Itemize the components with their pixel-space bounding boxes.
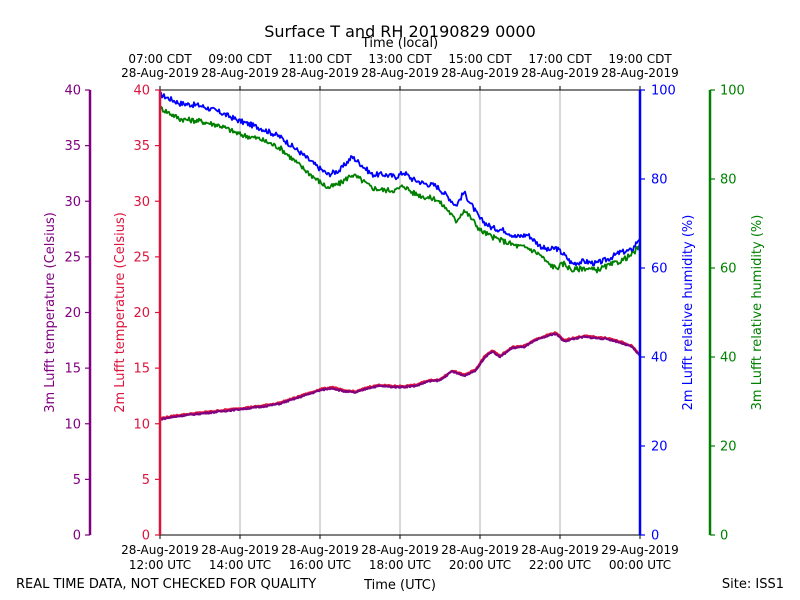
axis-3m-temperature: 0 5 10 15 20 25 30 35 40 3m Lufft temperature (Ce…: [43, 84, 92, 544]
top-tick-label-time: 11:00 CDT: [288, 52, 352, 66]
y-tick-label: 20: [64, 306, 81, 321]
axis-3m-humidity: 0 20 40 60 80 100 3m Lufft relative humidity (…: [708, 84, 765, 544]
x-tick-label-date: 28-Aug-2019: [121, 543, 199, 557]
top-tick-label-date: 28-Aug-2019: [601, 66, 679, 80]
y-tick-label: 40: [720, 351, 737, 366]
top-tick-label-time: 17:00 CDT: [528, 52, 592, 66]
y-tick-label: 80: [651, 173, 668, 188]
y-tick-label: 100: [651, 84, 676, 99]
x-tick-label-time: 14:00 UTC: [209, 558, 271, 572]
axis-2m-temperature: 0 5 10 15 20 25 30 35 40 2m Lufft temperature (Ce…: [113, 84, 162, 544]
y-tick-label: 35: [64, 139, 81, 154]
y-tick-label: 5: [73, 473, 81, 488]
series-line-t3m: [159, 332, 641, 421]
x-tick-label-time: 20:00 UTC: [449, 558, 511, 572]
y-tick-label: 40: [64, 84, 81, 99]
axis-title: 3m Lufft relative humidity (%): [750, 215, 765, 411]
top-tick-label-time: 13:00 CDT: [368, 52, 432, 66]
y-tick-label: 60: [651, 262, 668, 277]
y-tick-label: 10: [133, 417, 150, 432]
y-tick-label: 20: [133, 306, 150, 321]
y-tick-label: 35: [133, 139, 150, 154]
axis-title: 3m Lufft temperature (Celsius): [43, 212, 58, 413]
top-tick-label-date: 28-Aug-2019: [121, 66, 199, 80]
axis-title: 2m Lufft relative humidity (%): [681, 215, 696, 411]
x-tick-label-date: 29-Aug-2019: [601, 543, 679, 557]
chart-title: Surface T and RH 20190829 0000: [264, 22, 536, 41]
x-tick-label-date: 28-Aug-2019: [361, 543, 439, 557]
x-tick-label-time: 12:00 UTC: [129, 558, 191, 572]
y-tick-label: 0: [720, 529, 728, 544]
y-tick-label: 30: [133, 195, 150, 210]
y-tick-label: 0: [142, 529, 150, 544]
top-tick-label-date: 28-Aug-2019: [201, 66, 279, 80]
y-tick-label: 60: [720, 262, 737, 277]
y-tick-label: 15: [133, 362, 150, 377]
quality-disclaimer: REAL TIME DATA, NOT CHECKED FOR QUALITY: [16, 577, 316, 592]
y-tick-label: 80: [720, 173, 737, 188]
x-tick-label-date: 28-Aug-2019: [201, 543, 279, 557]
y-tick-label: 20: [651, 440, 668, 455]
x-tick-label-date: 28-Aug-2019: [521, 543, 599, 557]
site-label: Site: ISS1: [722, 577, 784, 592]
series-line-rh3m: [159, 105, 641, 274]
x-tick-label-date: 28-Aug-2019: [441, 543, 519, 557]
grid-lines: [239, 90, 561, 535]
top-tick-label-date: 28-Aug-2019: [361, 66, 439, 80]
axis-2m-humidity: 0 20 40 60 80 100 2m Lufft relative humidity (…: [638, 84, 696, 544]
series-line-rh2m: [159, 91, 641, 267]
top-tick-label-time: 07:00 CDT: [128, 52, 192, 66]
y-tick-label: 40: [651, 351, 668, 366]
bottom-axis-title: Time (UTC): [363, 578, 436, 593]
x-tick-label-date: 28-Aug-2019: [281, 543, 359, 557]
series-layer: [159, 91, 641, 421]
axis-title: 2m Lufft temperature (Celsius): [113, 212, 128, 413]
y-tick-label: 25: [133, 250, 150, 265]
top-tick-label-date: 28-Aug-2019: [521, 66, 599, 80]
y-tick-label: 40: [133, 84, 150, 99]
y-tick-label: 0: [651, 529, 659, 544]
top-axis-title: Time (local): [361, 36, 438, 51]
top-tick-label-time: 09:00 CDT: [208, 52, 272, 66]
top-tick-label-time: 15:00 CDT: [448, 52, 512, 66]
y-tick-label: 25: [64, 250, 81, 265]
y-tick-label: 20: [720, 440, 737, 455]
x-tick-label-time: 00:00 UTC: [609, 558, 671, 572]
x-tick-label-time: 16:00 UTC: [289, 558, 351, 572]
y-tick-label: 5: [142, 473, 150, 488]
top-tick-label-time: 19:00 CDT: [608, 52, 672, 66]
top-tick-label-date: 28-Aug-2019: [281, 66, 359, 80]
x-tick-label-time: 18:00 UTC: [369, 558, 431, 572]
y-tick-label: 15: [64, 362, 81, 377]
y-tick-label: 10: [64, 417, 81, 432]
top-tick-label-date: 28-Aug-2019: [441, 66, 519, 80]
y-tick-label: 30: [64, 195, 81, 210]
x-tick-label-time: 22:00 UTC: [529, 558, 591, 572]
y-tick-label: 100: [720, 84, 745, 99]
y-tick-label: 0: [73, 529, 81, 544]
